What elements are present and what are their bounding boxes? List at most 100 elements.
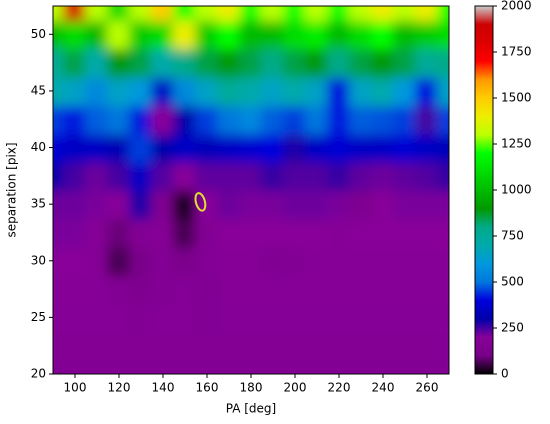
heat-cell (151, 104, 175, 135)
heat-cell (349, 217, 373, 248)
heat-cell (261, 330, 285, 361)
heat-cell (195, 132, 219, 163)
heat-cell (349, 358, 373, 374)
heat-cell (283, 47, 307, 78)
heat-cell (349, 330, 373, 361)
heat-cell (173, 132, 197, 163)
heat-cell (327, 75, 351, 107)
heat-cell (239, 75, 263, 107)
heat-cell (173, 19, 197, 50)
heat-cell (63, 104, 87, 135)
heat-cell (305, 273, 329, 305)
heat-cell (173, 217, 197, 248)
heat-cell (393, 132, 417, 163)
x-tick-label: 180 (240, 381, 263, 395)
heat-cell (415, 358, 439, 374)
heat-cell (349, 273, 373, 305)
heat-cell (327, 273, 351, 305)
heat-cell (85, 104, 109, 135)
heat-cell (437, 217, 449, 248)
heat-cell (415, 189, 439, 220)
heat-cell (393, 358, 417, 374)
heat-cell (151, 132, 175, 163)
heat-cell (261, 302, 285, 333)
heat-cell (415, 330, 439, 361)
x-axis-label: PA [deg] (226, 402, 276, 416)
heat-cell (283, 104, 307, 135)
heat-cell (261, 273, 285, 305)
heat-cell (217, 47, 241, 78)
heat-cell (53, 217, 65, 248)
heat-cell (415, 6, 439, 22)
heat-cell (129, 189, 153, 220)
heat-cell (371, 47, 395, 78)
heat-cell (239, 302, 263, 333)
heat-cell (393, 104, 417, 135)
heat-cell (85, 47, 109, 78)
heat-cell (283, 358, 307, 374)
heat-cell (217, 160, 241, 191)
heat-cell (63, 75, 87, 107)
heat-cell (437, 75, 449, 107)
heat-cell (107, 330, 131, 361)
heat-cell (371, 302, 395, 333)
heat-cell (305, 6, 329, 22)
heat-cell (129, 302, 153, 333)
heat-cell (173, 302, 197, 333)
heat-cell (217, 273, 241, 305)
heat-cell (129, 75, 153, 107)
heat-cell (129, 330, 153, 361)
heat-cell (349, 75, 373, 107)
heat-cell (239, 19, 263, 50)
heat-cell (305, 245, 329, 276)
heat-cell (85, 160, 109, 191)
heat-cell (53, 358, 65, 374)
heat-cell (151, 330, 175, 361)
heat-cell (107, 47, 131, 78)
heat-cell (349, 160, 373, 191)
heat-cell (63, 245, 87, 276)
heat-cell (53, 330, 65, 361)
heat-cell (107, 6, 131, 22)
heat-cell (327, 132, 351, 163)
heat-cell (173, 104, 197, 135)
heat-cell (415, 19, 439, 50)
heat-cell (261, 160, 285, 191)
heat-cell (393, 330, 417, 361)
heat-cell (261, 6, 285, 22)
heat-cell (393, 160, 417, 191)
heat-cell (53, 104, 65, 135)
heat-cell (239, 160, 263, 191)
heatmap (53, 6, 449, 374)
heat-cell (393, 217, 417, 248)
y-tick-label: 20 (31, 367, 46, 381)
heat-cell (371, 160, 395, 191)
heat-cell (217, 217, 241, 248)
heat-cell (261, 104, 285, 135)
heat-cell (195, 273, 219, 305)
heat-cell (305, 217, 329, 248)
heat-cell (415, 75, 439, 107)
heat-cell (305, 47, 329, 78)
heat-cell (393, 273, 417, 305)
heat-cell (393, 6, 417, 22)
heat-cell (107, 189, 131, 220)
colorbar-tick-label: 250 (501, 321, 524, 335)
heat-cell (151, 217, 175, 248)
heat-cell (85, 217, 109, 248)
heat-cell (217, 330, 241, 361)
heat-cell (239, 189, 263, 220)
heat-cell (437, 47, 449, 78)
heat-cell (151, 6, 175, 22)
heat-cell (239, 104, 263, 135)
colorbar-tick-label: 1750 (501, 45, 532, 59)
heat-cell (151, 47, 175, 78)
heat-cell (195, 217, 219, 248)
heat-cell (437, 330, 449, 361)
heat-cell (107, 19, 131, 50)
heat-cell (415, 273, 439, 305)
heat-cell (63, 330, 87, 361)
heat-cell (349, 245, 373, 276)
heat-cell (371, 330, 395, 361)
heat-cell (393, 75, 417, 107)
